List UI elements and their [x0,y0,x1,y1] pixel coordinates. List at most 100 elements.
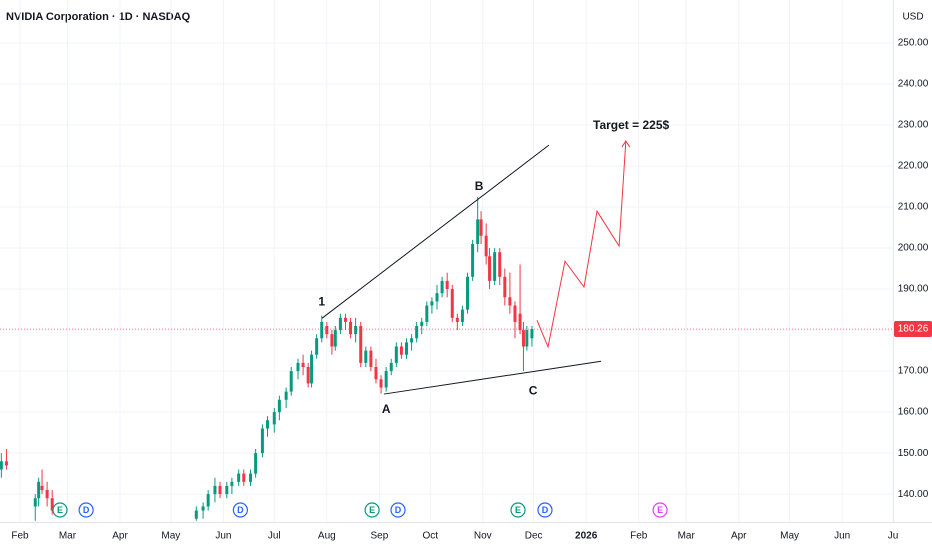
event-icon [364,502,380,518]
event-label: D [542,505,549,515]
event-label: E [369,505,375,515]
candle-body [237,473,241,482]
x-tick-label: 2026 [575,531,598,542]
candle-body [201,506,205,511]
projection-path [536,141,627,349]
candle-body [364,350,368,363]
candle-body [521,330,525,347]
candle-body [272,412,276,425]
candle-body [301,362,305,367]
y-tick-label: 140.00 [898,489,929,500]
candle-body [440,280,444,294]
candle-body [410,338,414,343]
x-tick-label: Nov [474,531,492,542]
candle-body [310,354,314,384]
wave-label: C [529,383,538,397]
wave-label: A [382,402,391,416]
candle-body [460,309,464,322]
event-icon [652,502,668,518]
candle-body [354,325,358,335]
candle-body [320,321,324,339]
candle-body [325,325,329,335]
candle-body [225,485,229,495]
y-tick-label: 210.00 [898,202,929,213]
currency-label: USD [902,12,923,23]
candle-body [394,346,398,363]
candle-body [435,293,439,302]
wave-label: B [475,179,484,193]
x-tick-label: Feb [630,531,648,542]
candle-body [45,490,49,499]
candle-body [306,366,310,384]
candle-body [379,379,383,388]
x-tick-label: Apr [731,531,747,542]
x-tick-label: Jun [215,531,231,542]
candle-body [530,329,534,339]
x-tick-label: Oct [422,531,438,542]
candle-body [415,325,419,339]
candle-body [338,317,342,331]
event-label: D [83,505,90,515]
candle-body [399,346,403,355]
candle-body [333,330,337,347]
x-tick-label: Dec [525,531,543,542]
y-tick-label: 190.00 [898,284,929,295]
candle-body [525,330,529,347]
candle-body [369,350,373,367]
candle-body [296,362,300,372]
x-tick-label: May [780,531,799,542]
candle-body [503,276,507,298]
event-icon [232,502,248,518]
candle-body [384,371,388,388]
last-price-box [894,321,932,338]
candle-body [330,334,334,347]
x-tick-label: Jun [834,531,850,542]
candle-body [359,325,363,363]
x-tick-label: Aug [318,531,336,542]
candle-body [484,235,488,257]
y-tick-label: 160.00 [898,407,929,418]
candle-body [430,301,434,306]
candle-body [40,485,44,491]
candle-body [0,461,3,470]
event-label: E [657,505,663,515]
candle-body [289,371,293,392]
candle-body [349,321,353,335]
candle-body [425,305,429,322]
x-tick-label: Feb [11,531,29,542]
candle-body [343,317,347,322]
candle-body [194,510,198,519]
candle-body [374,366,378,380]
y-tick-label: 250.00 [898,38,929,49]
candle-body [315,338,319,355]
candle-body [218,485,222,495]
y-tick-label: 240.00 [898,79,929,90]
y-tick-label: 150.00 [898,448,929,459]
candle-body [260,428,264,454]
candle-body [50,498,54,511]
candle-body [450,289,454,318]
candle-body [389,362,393,372]
candle-body [445,280,449,290]
x-tick-label: Mar [678,531,696,542]
x-tick-label: Ju [888,531,899,542]
candle-body [455,317,459,322]
projection-arrowhead [621,140,631,148]
event-label: E [57,505,63,515]
event-icon [390,502,406,518]
wave-label: 1 [318,294,325,308]
y-tick-label: 170.00 [898,366,929,377]
candle-body [37,481,41,499]
y-tick-label: 230.00 [898,120,929,131]
event-icon [510,502,526,518]
candle-body [33,498,37,507]
candle-body [254,453,258,474]
trendline [321,144,550,319]
x-tick-label: Mar [59,531,77,542]
candle-body [420,321,424,326]
candle-body [284,391,288,400]
candle-body [277,399,281,413]
candle-body [213,485,217,495]
event-label: D [395,505,402,515]
candle-body [471,243,475,277]
